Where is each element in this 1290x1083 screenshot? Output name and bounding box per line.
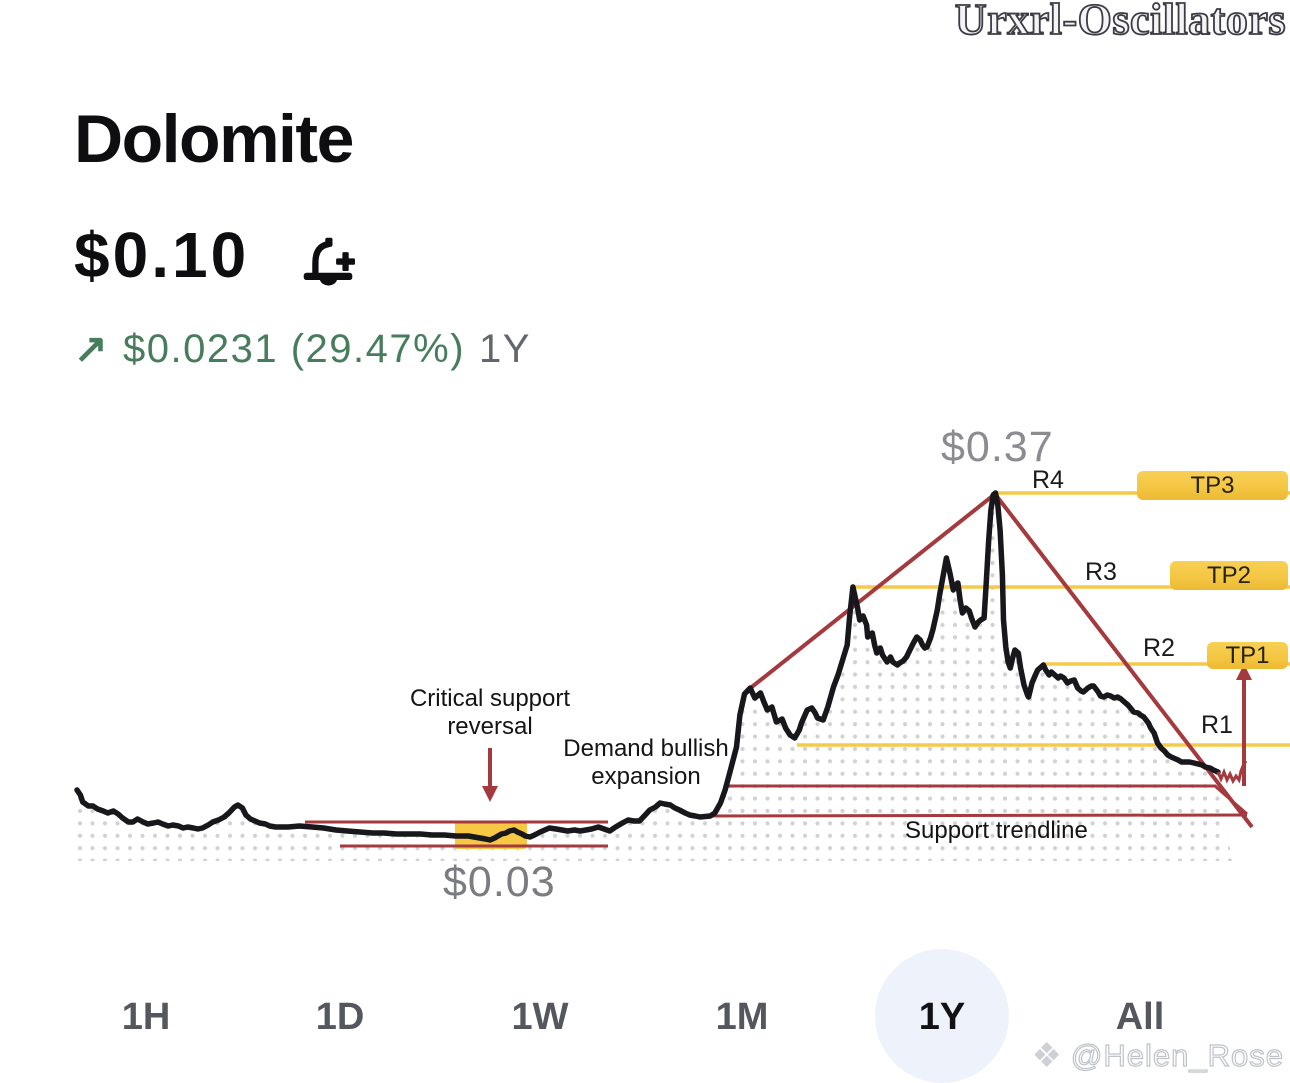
low-price-label: $0.03	[443, 858, 556, 906]
timeframe-1w[interactable]: 1W	[470, 988, 610, 1046]
timeframe-1h[interactable]: 1H	[76, 988, 216, 1046]
take-profit-badge-tp2: TP2	[1170, 561, 1288, 590]
annotation-arrows	[482, 664, 1252, 802]
selected-timeframe-pill	[875, 949, 1009, 1083]
up-arrow-head-icon	[1236, 664, 1252, 680]
price-change-row: ↗ $0.0231 (29.47%) 1Y	[74, 326, 531, 372]
brand-watermark: Urxrl-Oscillators	[954, 0, 1286, 45]
level-label-r2: R2	[1143, 634, 1175, 662]
price-projection-squiggle	[1216, 760, 1248, 785]
asset-title: Dolomite	[74, 101, 354, 177]
price-row: $0.10	[74, 218, 356, 292]
price-change-value: $0.0231 (29.47%)	[123, 327, 466, 371]
price-change-period: 1Y	[479, 327, 531, 371]
trendlines	[746, 492, 1254, 829]
level-label-r4: R4	[1032, 466, 1064, 494]
up-trend-arrow-icon: ↗	[74, 327, 110, 371]
timeframe-1d[interactable]: 1D	[270, 988, 410, 1046]
diamond-logo-icon: ❖	[1031, 1037, 1063, 1075]
timeframe-selector: 1H 1D 1W 1M 1Y All	[0, 988, 1290, 1048]
level-label-r3: R3	[1085, 558, 1117, 586]
peak-price-label: $0.37	[941, 423, 1054, 471]
timeframe-all[interactable]: All	[1070, 988, 1210, 1046]
take-profit-badge-tp1: TP1	[1207, 642, 1288, 669]
price-alert-bell-plus-icon[interactable]	[301, 235, 356, 289]
take-profit-badge-tp3: TP3	[1137, 471, 1288, 500]
author-watermark: ❖ @Helen_Rose	[1031, 1036, 1284, 1076]
annotation-critical-support: Critical support reversal	[409, 685, 571, 740]
timeframe-1y-selected[interactable]: 1Y	[872, 988, 1012, 1046]
support-zone-highlight	[455, 821, 527, 849]
timeframe-1m[interactable]: 1M	[672, 988, 812, 1046]
author-handle: @Helen_Rose	[1070, 1037, 1284, 1073]
current-price: $0.10	[74, 219, 250, 291]
price-line-series	[74, 490, 1221, 843]
descending-trendline	[993, 492, 1254, 829]
annotation-support-trendline: Support trendline	[905, 817, 1088, 844]
ascending-trendline	[746, 492, 997, 692]
annotation-demand-expansion: Demand bullish expansion	[563, 735, 729, 790]
down-arrow-head-icon	[482, 786, 498, 802]
level-label-r1: R1	[1201, 711, 1233, 739]
